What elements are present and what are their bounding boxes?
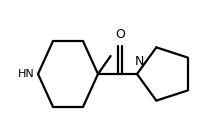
Text: HN: HN [18, 69, 35, 79]
Text: N: N [134, 55, 144, 68]
Text: O: O [115, 28, 125, 41]
